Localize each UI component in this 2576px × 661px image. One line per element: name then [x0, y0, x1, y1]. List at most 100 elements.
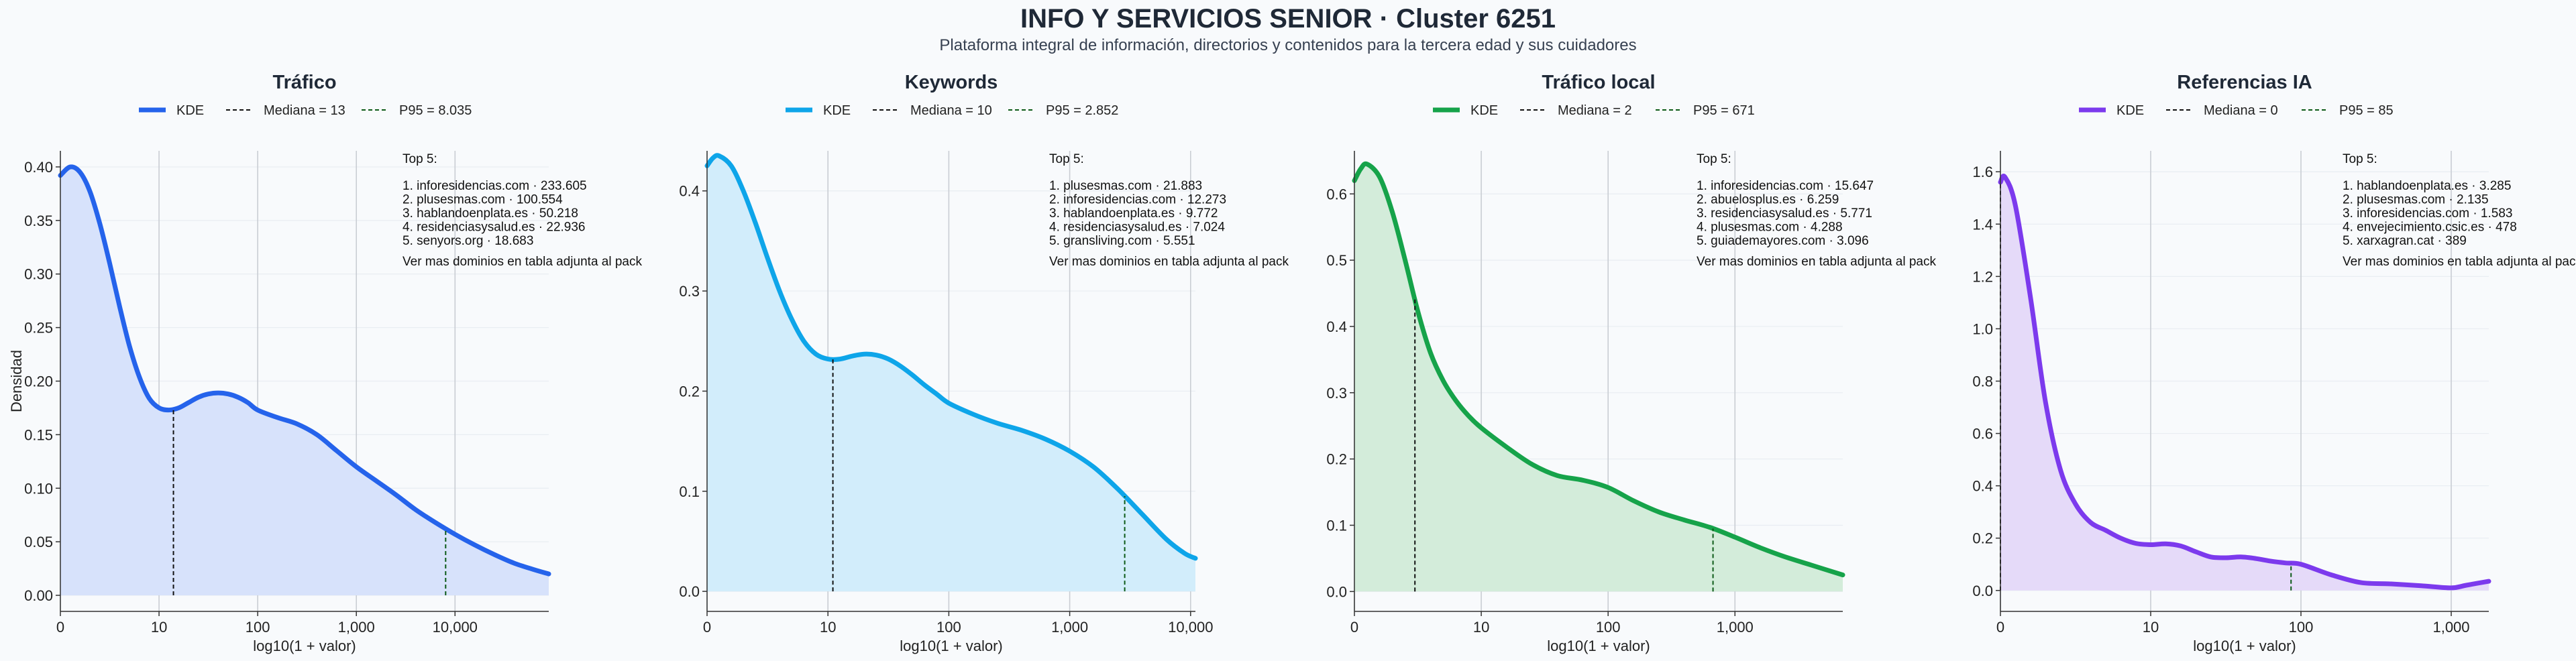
y-tick-label: 0.3 [1326, 385, 1347, 402]
x-axis-label: log10(1 + valor) [2193, 638, 2296, 654]
top5-item: 4. residenciasysalud.es · 7.024 [1049, 221, 1225, 235]
legend-p95-label: P95 = 2.852 [1046, 103, 1118, 118]
top5-item: 2. abuelosplus.es · 6.259 [1697, 193, 1839, 207]
x-tick-label: 1,000 [2432, 619, 2469, 636]
y-tick-label: 0.8 [1972, 373, 1993, 390]
top5-item: 5. guiademayores.com · 3.096 [1697, 234, 1869, 248]
top5-heading: Top 5: [1049, 152, 1084, 166]
x-tick-label: 0 [56, 619, 64, 636]
x-tick-label: 1,000 [338, 619, 375, 636]
y-tick-label: 0.35 [24, 213, 53, 229]
x-tick-label: 0 [703, 619, 711, 636]
y-tick-label: 0.2 [1326, 451, 1347, 468]
top5-item: 4. residenciasysalud.es · 22.936 [402, 221, 586, 235]
legend-median-label: Mediana = 2 [1558, 103, 1632, 118]
top5-item: 3. inforesidencias.com · 1.583 [2343, 206, 2512, 221]
top5-footer: Ver mas dominios en tabla adjunta al pac… [402, 255, 642, 269]
kde-line [1352, 161, 1845, 578]
y-tick-label: 0.0 [679, 583, 700, 600]
y-tick-label: 0.00 [24, 587, 53, 604]
legend-kde-label: KDE [176, 103, 204, 118]
legend-kde-label: KDE [2116, 103, 2144, 118]
y-tick-label: 0.4 [1972, 478, 1993, 495]
y-tick-label: 0.2 [679, 383, 700, 400]
legend-median-label: Mediana = 13 [264, 103, 345, 118]
top5-item: 1. plusesmas.com · 21.883 [1049, 179, 1202, 193]
x-axis-label: log10(1 + valor) [253, 638, 356, 654]
top5-item: 5. gransliving.com · 5.551 [1049, 234, 1195, 248]
kde-area [2000, 176, 2489, 591]
x-tick-label: 100 [246, 619, 270, 636]
x-tick-label: 100 [2289, 619, 2314, 636]
top5-item: 1. inforesidencias.com · 233.605 [402, 179, 587, 193]
top5-item: 4. envejecimiento.csic.es · 478 [2343, 221, 2517, 235]
top5-item: 5. xarxagran.cat · 389 [2343, 234, 2467, 248]
legend-p95-label: P95 = 8.035 [399, 103, 472, 118]
x-tick-label: 0 [1350, 619, 1358, 636]
kde-area [707, 155, 1195, 592]
y-tick-label: 1.4 [1972, 216, 1993, 233]
legend-p95-label: P95 = 85 [2339, 103, 2394, 118]
legend-median-label: Mediana = 10 [910, 103, 992, 118]
top5-footer: Ver mas dominios en tabla adjunta al pac… [1697, 255, 1936, 269]
panel-title: Tráfico local [1542, 72, 1655, 93]
legend-median-label: Mediana = 0 [2204, 103, 2278, 118]
top5-item: 3. residenciasysalud.es · 5.771 [1697, 206, 1872, 221]
kde-line [58, 164, 551, 577]
panel-title: Referencias IA [2177, 72, 2312, 93]
y-tick-label: 0.0 [1326, 583, 1347, 600]
kde-area [60, 166, 549, 596]
top5-heading: Top 5: [402, 152, 437, 166]
top5-heading: Top 5: [2343, 152, 2377, 166]
top5-footer: Ver mas dominios en tabla adjunta al pac… [2343, 255, 2576, 269]
panel-title: Tráfico [272, 72, 336, 93]
legend-kde-label: KDE [823, 103, 851, 118]
y-tick-label: 1.2 [1972, 268, 1993, 285]
legend-p95-label: P95 = 671 [1693, 103, 1755, 118]
x-tick-label: 10 [1473, 619, 1489, 636]
figure-subtitle: Plataforma integral de información, dire… [939, 36, 1637, 54]
y-tick-label: 0.1 [1326, 517, 1347, 534]
top5-footer: Ver mas dominios en tabla adjunta al pac… [1049, 255, 1289, 269]
y-tick-label: 0.6 [1972, 426, 1993, 442]
y-tick-label: 0.30 [24, 266, 53, 283]
x-tick-label: 100 [936, 619, 961, 636]
top5-item: 2. inforesidencias.com · 12.273 [1049, 193, 1226, 207]
y-tick-label: 0.10 [24, 480, 53, 497]
kde-line [704, 153, 1198, 561]
x-axis-label: log10(1 + valor) [900, 638, 1002, 654]
y-tick-label: 0.0 [1972, 583, 1993, 599]
y-tick-label: 0.2 [1972, 530, 1993, 547]
top5-item: 3. hablandoenplata.es · 50.218 [402, 206, 578, 221]
panel-title: Keywords [905, 72, 998, 93]
x-tick-label: 10 [151, 619, 167, 636]
x-tick-label: 10,000 [1168, 619, 1213, 636]
legend-kde-label: KDE [1470, 103, 1498, 118]
top5-item: 1. inforesidencias.com · 15.647 [1697, 179, 1874, 193]
top5-item: 4. plusesmas.com · 4.288 [1697, 221, 1843, 235]
x-tick-label: 10 [820, 619, 836, 636]
x-tick-label: 1,000 [1051, 619, 1088, 636]
y-tick-label: 0.6 [1326, 186, 1347, 202]
x-tick-label: 10 [2143, 619, 2159, 636]
y-tick-label: 0.20 [24, 373, 53, 390]
top5-heading: Top 5: [1697, 152, 1731, 166]
top5-item: 5. senyors.org · 18.683 [402, 234, 533, 248]
y-tick-label: 0.5 [1326, 252, 1347, 269]
y-tick-label: 0.4 [1326, 318, 1347, 335]
kde-line [1998, 174, 2491, 591]
x-axis-label: log10(1 + valor) [1547, 638, 1650, 654]
x-tick-label: 100 [1596, 619, 1621, 636]
top5-item: 2. plusesmas.com · 2.135 [2343, 193, 2489, 207]
kde-area [1354, 164, 1843, 592]
y-axis-label: Densidad [8, 350, 25, 412]
y-tick-label: 1.6 [1972, 164, 1993, 180]
y-tick-label: 0.05 [24, 534, 53, 550]
top5-item: 2. plusesmas.com · 100.554 [402, 193, 563, 207]
x-tick-label: 10,000 [433, 619, 478, 636]
y-tick-label: 0.15 [24, 426, 53, 443]
y-tick-label: 0.3 [679, 283, 700, 300]
y-tick-label: 0.25 [24, 320, 53, 337]
y-tick-label: 1.0 [1972, 320, 1993, 337]
